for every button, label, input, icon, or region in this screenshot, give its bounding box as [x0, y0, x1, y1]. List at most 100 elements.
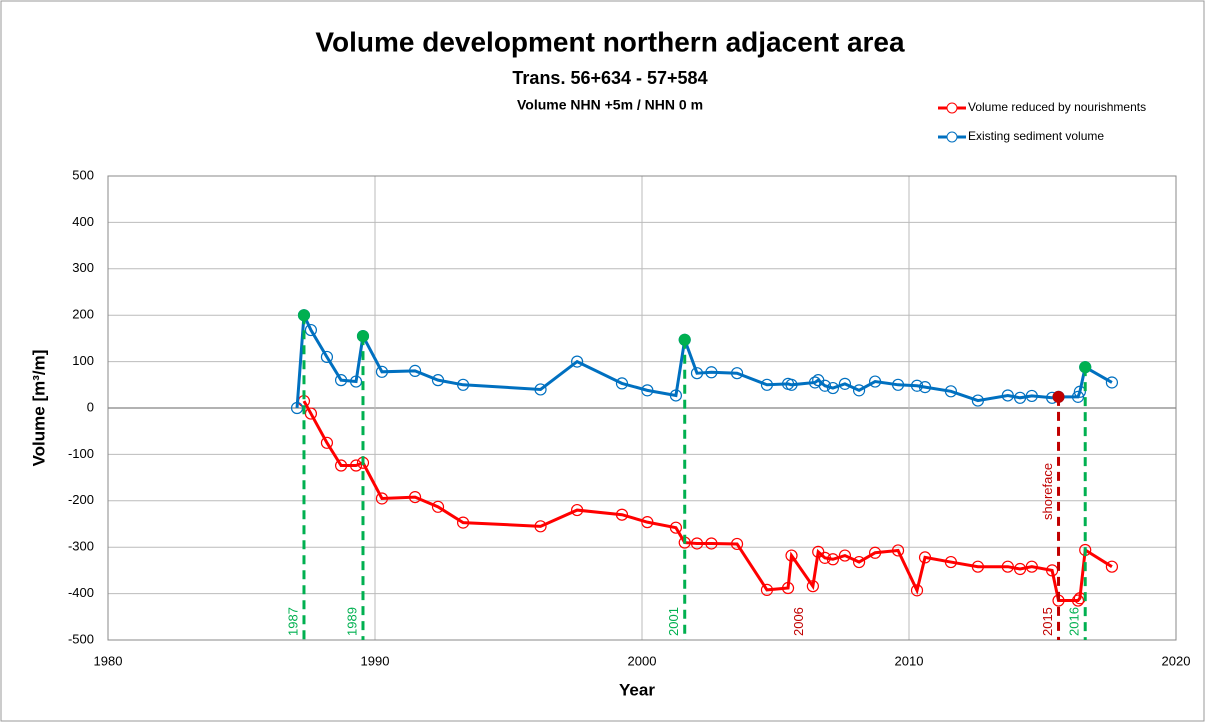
data-point [1073, 385, 1086, 398]
y-tick-label: -200 [68, 492, 94, 507]
data-point [785, 549, 798, 562]
data-point [1025, 560, 1038, 573]
data-point [910, 584, 924, 597]
data-point [375, 492, 389, 505]
x-axis-label: Year [619, 680, 655, 699]
data-point [818, 551, 831, 564]
data-point [891, 378, 905, 391]
data-point [615, 377, 629, 390]
x-tick-label: 1980 [94, 653, 123, 668]
data-point [812, 545, 825, 558]
x-tick-label: 1990 [361, 653, 390, 668]
y-axis-label: Volume [m³/m] [29, 350, 48, 467]
y-tick-label: -500 [68, 631, 94, 646]
data-point [910, 379, 924, 392]
data-point [730, 367, 744, 380]
chart-subtitle: Volume NHN +5m / NHN 0 m [517, 97, 703, 113]
data-point [431, 500, 445, 513]
y-tick-label: 0 [87, 399, 94, 414]
event-label: 2016 [1067, 607, 1082, 636]
data-point [838, 549, 852, 562]
data-point [304, 323, 318, 337]
data-point [669, 521, 683, 534]
data-point [806, 580, 819, 593]
data-point [971, 394, 984, 407]
y-tick-label: 500 [72, 167, 94, 182]
data-point [431, 374, 445, 387]
data-point [785, 378, 798, 391]
data-point [760, 378, 774, 391]
y-tick-label: -400 [68, 585, 94, 600]
legend-marker [946, 131, 958, 143]
data-point [944, 385, 958, 398]
data-point [760, 583, 774, 596]
y-tick-label: -100 [68, 446, 94, 461]
data-point [918, 551, 932, 564]
data-point [571, 503, 584, 517]
event-label: 1987 [285, 607, 300, 636]
event-marker [297, 309, 310, 322]
event-label: 2001 [666, 607, 681, 636]
data-point [1013, 391, 1027, 404]
data-point [868, 375, 882, 388]
x-tick-label: 2020 [1162, 653, 1191, 668]
event-marker [678, 333, 691, 346]
data-point [334, 459, 348, 472]
chart-title: Volume development northern adjacent are… [315, 26, 905, 57]
data-point [826, 553, 840, 566]
event-note: shoreface [1040, 463, 1055, 520]
data-point [641, 384, 654, 397]
data-point [571, 355, 584, 368]
data-point [1105, 560, 1119, 573]
data-point [408, 364, 422, 377]
data-point [1071, 594, 1085, 607]
data-point [852, 384, 866, 397]
event-marker [1079, 361, 1092, 374]
event-marker [1052, 390, 1065, 403]
data-point [349, 459, 363, 472]
data-point [534, 520, 547, 533]
event-label: 1989 [344, 607, 359, 636]
y-tick-label: 200 [72, 307, 94, 322]
data-point [781, 581, 795, 595]
series-line [302, 400, 1113, 603]
legend-label: Volume reduced by nourishments [968, 100, 1146, 114]
data-point [534, 383, 547, 396]
event-marker [356, 330, 369, 343]
data-point [818, 379, 831, 392]
data-point [705, 537, 718, 550]
data-point [852, 555, 866, 569]
data-point [1071, 390, 1085, 403]
data-point [1001, 560, 1014, 573]
data-point [1105, 376, 1119, 389]
data-point [669, 389, 683, 402]
y-tick-label: 100 [72, 353, 94, 368]
data-point [1013, 562, 1027, 576]
data-point [730, 537, 744, 551]
chart-subtitle: Trans. 56+634 - 57+584 [512, 68, 707, 88]
x-tick-label: 2010 [895, 653, 924, 668]
data-point [971, 560, 984, 573]
data-point [457, 378, 470, 391]
data-point [868, 546, 882, 559]
data-point [1001, 389, 1014, 402]
data-point [891, 544, 905, 557]
y-tick-label: 300 [72, 260, 94, 275]
y-tick-label: -300 [68, 539, 94, 554]
data-point [944, 555, 958, 569]
data-point [1025, 389, 1038, 403]
x-tick-label: 2000 [628, 653, 657, 668]
data-point [320, 350, 334, 364]
data-point [615, 508, 629, 521]
data-point [690, 537, 704, 550]
data-point [457, 516, 470, 529]
y-tick-label: 400 [72, 214, 94, 229]
data-point [320, 436, 334, 449]
data-point [918, 381, 932, 394]
data-point [408, 490, 422, 504]
data-point [334, 374, 348, 387]
data-point [826, 381, 840, 395]
data-point [838, 377, 852, 390]
